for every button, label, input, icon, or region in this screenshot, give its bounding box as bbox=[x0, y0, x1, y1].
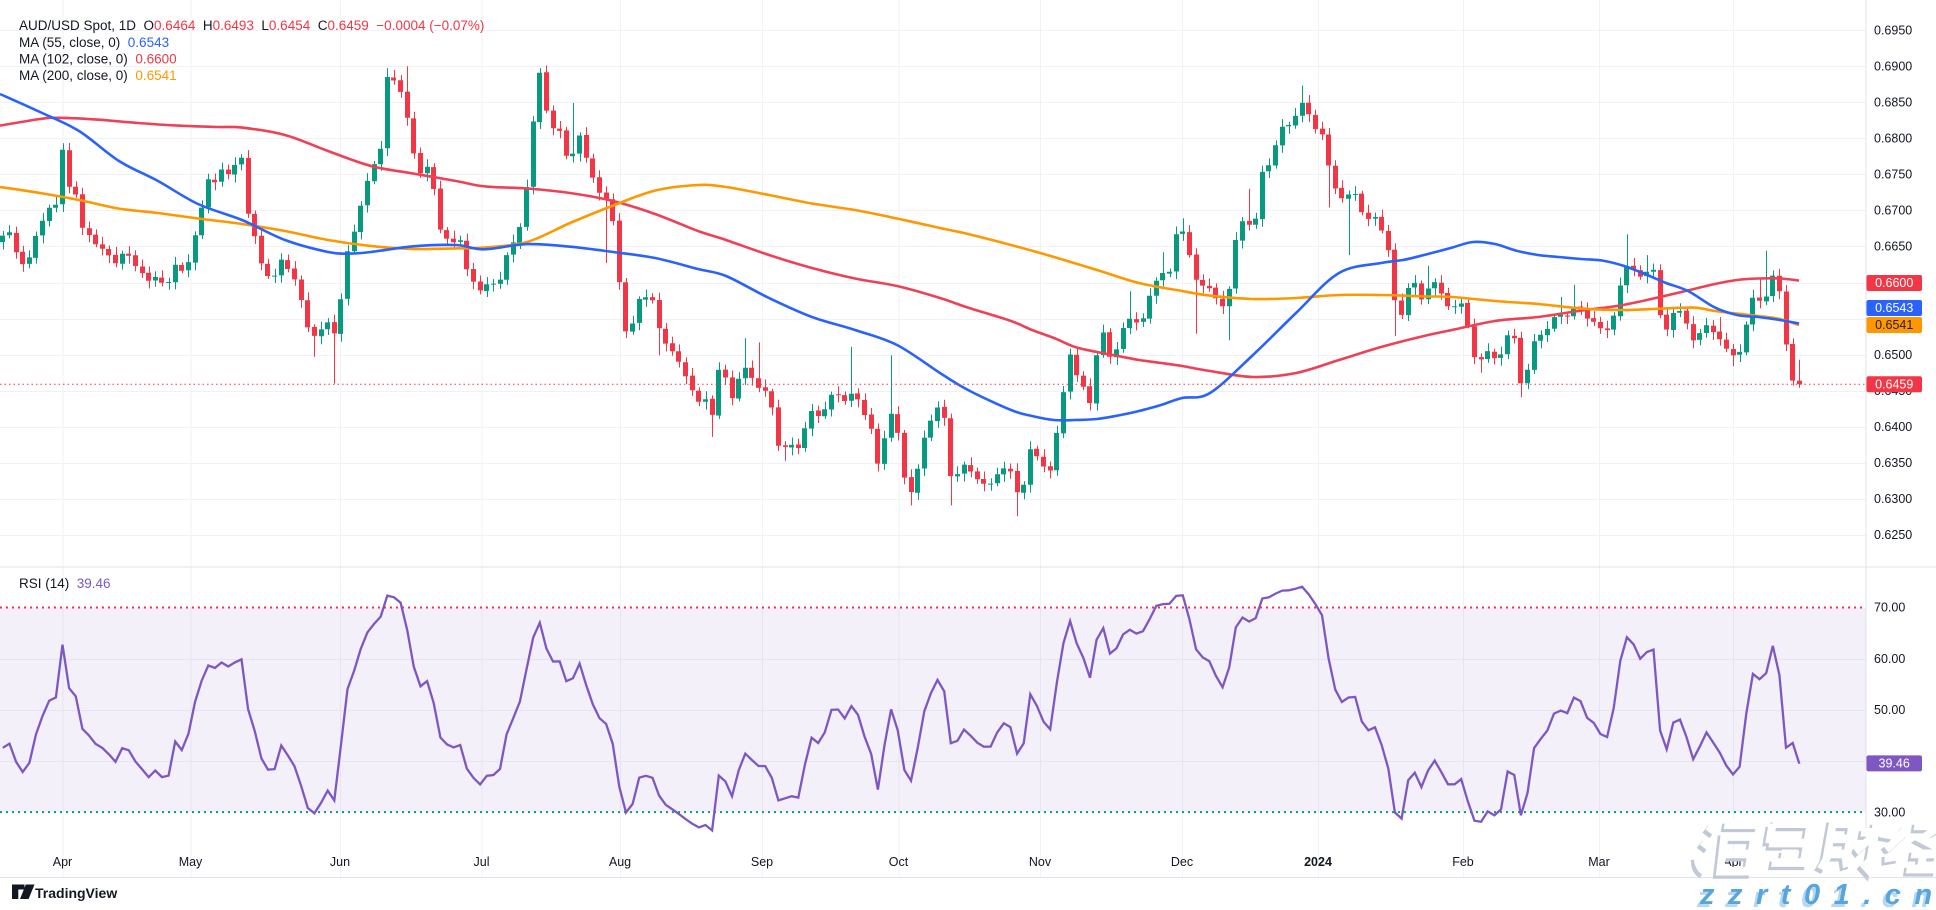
svg-text:May: May bbox=[179, 855, 203, 869]
svg-text:0.6400: 0.6400 bbox=[1874, 420, 1912, 434]
svg-text:0.6300: 0.6300 bbox=[1874, 492, 1912, 506]
svg-text:MA (200, close, 0) 0.6541: MA (200, close, 0) 0.6541 bbox=[19, 68, 177, 83]
svg-text:0.6750: 0.6750 bbox=[1874, 168, 1912, 182]
svg-text:Mar: Mar bbox=[1588, 855, 1610, 869]
svg-text:0.6600: 0.6600 bbox=[1875, 276, 1913, 290]
svg-text:0.6850: 0.6850 bbox=[1874, 95, 1912, 109]
svg-text:0.6543: 0.6543 bbox=[1875, 301, 1913, 315]
svg-text:0.6250: 0.6250 bbox=[1874, 528, 1912, 542]
svg-text:Oct: Oct bbox=[889, 855, 909, 869]
svg-text:Nov: Nov bbox=[1029, 855, 1052, 869]
svg-text:RSI (14) 39.46: RSI (14) 39.46 bbox=[19, 576, 111, 591]
svg-text:70.00: 70.00 bbox=[1874, 601, 1905, 615]
svg-text:0.6700: 0.6700 bbox=[1874, 204, 1912, 218]
svg-text:0.6500: 0.6500 bbox=[1874, 348, 1912, 362]
svg-text:0.6900: 0.6900 bbox=[1874, 59, 1912, 73]
svg-text:AUD/USD Spot, 1D O0.6464 H0.: AUD/USD Spot, 1D O0.6464 H0.6493 L0.6454… bbox=[19, 18, 484, 33]
svg-text:Sep: Sep bbox=[751, 855, 773, 869]
svg-text:0.6350: 0.6350 bbox=[1874, 456, 1912, 470]
svg-text:Apr: Apr bbox=[53, 855, 72, 869]
svg-text:50.00: 50.00 bbox=[1874, 703, 1905, 717]
svg-text:0.6950: 0.6950 bbox=[1874, 23, 1912, 37]
svg-text:MA (102, close, 0) 0.6600: MA (102, close, 0) 0.6600 bbox=[19, 52, 177, 67]
svg-text:Feb: Feb bbox=[1452, 855, 1474, 869]
svg-text:MA (55, close, 0) 0.6543: MA (55, close, 0) 0.6543 bbox=[19, 35, 169, 50]
svg-text:0.6541: 0.6541 bbox=[1875, 318, 1913, 332]
svg-text:0.6800: 0.6800 bbox=[1874, 132, 1912, 146]
svg-text:30.00: 30.00 bbox=[1874, 805, 1905, 819]
svg-text:39.46: 39.46 bbox=[1879, 757, 1910, 771]
svg-text:0.6459: 0.6459 bbox=[1875, 378, 1913, 392]
svg-text:60.00: 60.00 bbox=[1874, 652, 1905, 666]
svg-text:0.6650: 0.6650 bbox=[1874, 240, 1912, 254]
svg-text:Aug: Aug bbox=[609, 855, 631, 869]
svg-text:Jul: Jul bbox=[474, 855, 490, 869]
svg-text:TradingView: TradingView bbox=[35, 885, 117, 901]
svg-text:Jun: Jun bbox=[330, 855, 350, 869]
svg-text:2024: 2024 bbox=[1304, 855, 1332, 869]
svg-text:Dec: Dec bbox=[1171, 855, 1193, 869]
